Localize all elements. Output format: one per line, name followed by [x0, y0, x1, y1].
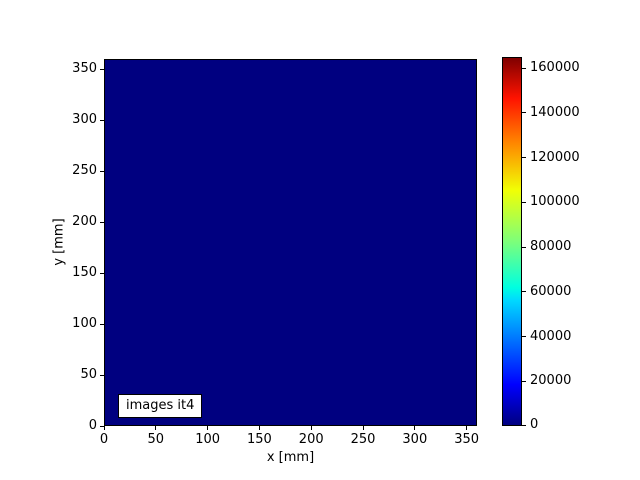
x-tick-label: 150: [246, 432, 272, 447]
x-axis-label: x [mm]: [266, 450, 315, 465]
y-tick-mark: [100, 119, 104, 121]
colorbar-tick-mark: [522, 201, 526, 203]
y-tick-label: 350: [72, 61, 97, 77]
y-tick-mark: [100, 374, 104, 376]
x-tick-label: 250: [350, 432, 376, 447]
colorbar-tick-mark: [522, 424, 526, 426]
y-tick-mark: [100, 425, 104, 427]
colorbar-tick-mark: [522, 112, 526, 114]
x-tick-label: 100: [195, 432, 221, 447]
y-axis-label: y [mm]: [51, 218, 67, 266]
y-tick-mark: [100, 272, 104, 274]
x-tick-label: 350: [454, 432, 480, 447]
x-tick-label: 50: [147, 432, 165, 447]
colorbar-tick-label: 100000: [530, 194, 580, 210]
x-tick-mark: [103, 426, 105, 430]
colorbar-tick-label: 120000: [530, 149, 580, 165]
x-tick-mark: [466, 426, 468, 430]
colorbar-tick-mark: [522, 157, 526, 159]
x-tick-label: 200: [298, 432, 324, 447]
y-tick-label: 100: [72, 316, 97, 332]
y-tick-label: 50: [80, 367, 97, 383]
heatmap-plot-area: [104, 59, 477, 426]
y-tick-label: 150: [72, 265, 97, 281]
annotation-label: images it4: [118, 394, 203, 418]
colorbar-tick-mark: [522, 246, 526, 248]
colorbar: [502, 57, 522, 426]
colorbar-tick-label: 60000: [530, 283, 572, 299]
colorbar-tick-label: 140000: [530, 104, 580, 120]
y-tick-label: 0: [88, 418, 97, 433]
colorbar-tick-mark: [522, 380, 526, 382]
colorbar-tick-mark: [522, 67, 526, 69]
colorbar-tick-label: 80000: [530, 239, 572, 255]
y-tick-label: 300: [72, 112, 97, 128]
x-tick-label: 0: [99, 432, 109, 447]
x-tick-label: 300: [402, 432, 428, 447]
colorbar-tick-label: 20000: [530, 373, 572, 389]
y-tick-label: 250: [72, 163, 97, 179]
colorbar-tick-mark: [522, 291, 526, 293]
y-tick-mark: [100, 170, 104, 172]
x-tick-mark: [414, 426, 416, 430]
x-tick-mark: [207, 426, 209, 430]
y-tick-mark: [100, 323, 104, 325]
x-tick-mark: [258, 426, 260, 430]
y-tick-mark: [100, 68, 104, 70]
colorbar-tick-label: 40000: [530, 328, 572, 344]
y-tick-mark: [100, 221, 104, 223]
colorbar-tick-label: 0: [530, 417, 539, 432]
y-tick-label: 200: [72, 214, 97, 230]
colorbar-tick-label: 160000: [530, 60, 580, 76]
colorbar-tick-mark: [522, 336, 526, 338]
x-tick-mark: [310, 426, 312, 430]
x-tick-mark: [155, 426, 157, 430]
x-tick-mark: [362, 426, 364, 430]
